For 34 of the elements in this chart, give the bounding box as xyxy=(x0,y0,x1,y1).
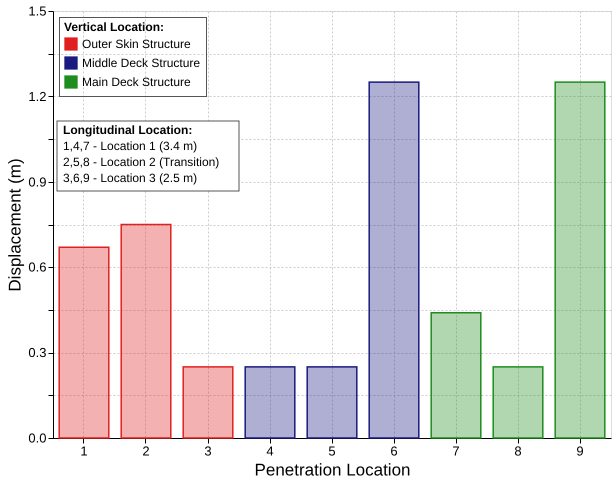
bar xyxy=(58,246,110,439)
x-tick-label: 8 xyxy=(514,444,522,458)
y-tick-label: 1.2 xyxy=(28,88,46,104)
x-tick-label: 7 xyxy=(452,444,460,458)
y-tick-label: 0.9 xyxy=(28,174,46,190)
x-tick-label: 4 xyxy=(266,444,274,458)
x-tick-label: 1 xyxy=(80,444,88,458)
bar xyxy=(554,81,606,439)
bar xyxy=(306,366,358,439)
annotation: 3,6,9 - Location 3 (2.5 m) xyxy=(63,171,198,185)
bar xyxy=(120,224,172,439)
y-axis-title: Displacement (m) xyxy=(5,158,24,292)
x-tick-label: 2 xyxy=(142,444,150,458)
legend-label: Outer Skin Structure xyxy=(82,37,192,51)
annotation: 2,5,8 - Location 2 (Transition) xyxy=(63,155,220,169)
x-tick-label: 5 xyxy=(328,444,336,458)
y-tick-label: 0.0 xyxy=(28,430,46,446)
x-tick-label: 9 xyxy=(576,444,584,458)
bar xyxy=(244,366,296,439)
bar xyxy=(182,366,234,439)
x-tick-label: 3 xyxy=(204,444,212,458)
annotation: 1,4,7 - Location 1 (3.4 m) xyxy=(63,139,198,153)
bar xyxy=(492,366,544,439)
legend-label: Main Deck Structure xyxy=(82,75,192,89)
legend-title: Vertical Location: xyxy=(64,20,164,34)
y-tick-label: 1.5 xyxy=(28,4,46,18)
y-tick-label: 0.3 xyxy=(28,345,46,360)
x-axis-title: Penetration Location xyxy=(254,460,410,480)
bar xyxy=(368,81,420,439)
legend-label: Middle Deck Structure xyxy=(82,56,200,70)
annotation: Longitudinal Location: xyxy=(63,123,192,137)
y-tick-label: 0.6 xyxy=(28,260,46,275)
bar xyxy=(430,312,482,439)
x-tick-label: 6 xyxy=(390,444,398,458)
